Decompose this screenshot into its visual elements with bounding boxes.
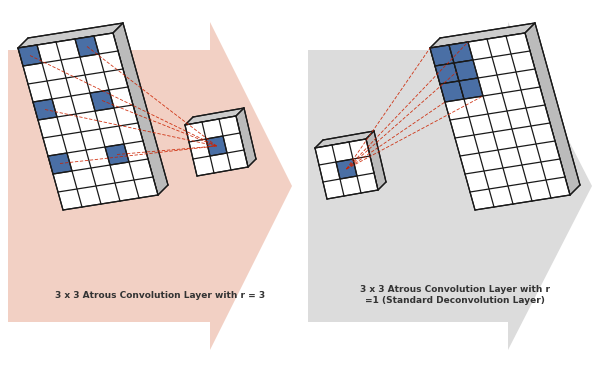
Polygon shape (105, 144, 129, 165)
Polygon shape (48, 153, 72, 174)
Polygon shape (315, 131, 374, 148)
Polygon shape (525, 23, 580, 195)
Polygon shape (454, 60, 478, 81)
Text: 3 x 3 Atrous Convolution Layer with r
=1 (Standard Deconvolution Layer): 3 x 3 Atrous Convolution Layer with r =1… (360, 285, 550, 305)
Polygon shape (206, 136, 227, 156)
Polygon shape (430, 23, 535, 48)
Polygon shape (90, 90, 114, 111)
Polygon shape (435, 63, 459, 84)
Polygon shape (18, 33, 158, 210)
Polygon shape (33, 99, 57, 120)
Polygon shape (440, 81, 464, 102)
Polygon shape (75, 36, 99, 57)
Polygon shape (315, 139, 378, 199)
Polygon shape (18, 23, 123, 48)
Text: 3 x 3 Atrous Convolution Layer with r = 3: 3 x 3 Atrous Convolution Layer with r = … (55, 291, 265, 299)
Polygon shape (236, 108, 256, 167)
Polygon shape (113, 23, 168, 195)
Polygon shape (449, 42, 473, 63)
Polygon shape (430, 33, 570, 210)
Polygon shape (336, 159, 357, 179)
Polygon shape (185, 108, 244, 125)
Polygon shape (185, 116, 248, 176)
Polygon shape (366, 131, 386, 190)
Polygon shape (430, 45, 454, 66)
Polygon shape (459, 78, 483, 99)
Polygon shape (18, 45, 42, 66)
Polygon shape (308, 22, 592, 350)
Polygon shape (8, 22, 292, 350)
